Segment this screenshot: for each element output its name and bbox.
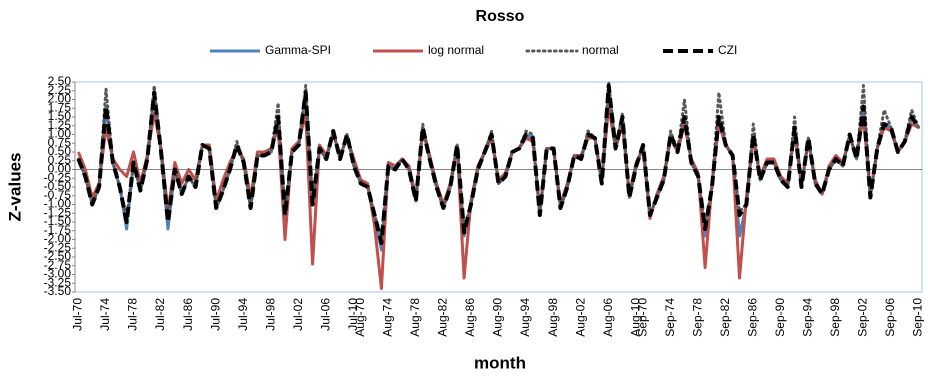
x-tick-label: Jul-86 (181, 298, 195, 331)
x-tick-label: Jul-06 (319, 298, 333, 331)
y-tick-label: -3.50 (44, 284, 72, 298)
x-tick-label: Aug-10 (628, 298, 642, 337)
y-tick-label: 0.75 (48, 135, 72, 149)
x-tick-label: Sep-74 (663, 298, 677, 337)
y-tick-label: 1.00 (48, 127, 72, 141)
x-tick-label: Sep-86 (745, 298, 759, 337)
plot-border (74, 81, 923, 293)
x-tick-label: Jul-78 (126, 298, 140, 331)
y-tick-label: -3.25 (44, 275, 72, 289)
y-tick-label: 2.00 (48, 92, 72, 106)
y-tick-label: 0.25 (48, 153, 72, 167)
y-tick-label: -3.00 (44, 267, 72, 281)
x-tick-label: Aug-70 (353, 298, 367, 337)
x-tick-label: Jul-10 (346, 298, 360, 331)
x-tick-label: Sep-82 (718, 298, 732, 337)
y-tick-label: -2.75 (44, 258, 72, 272)
y-axis-label: Z-values (5, 153, 24, 222)
x-tick-label: Jul-74 (98, 298, 112, 331)
x-tick-label: Aug-78 (408, 298, 422, 337)
y-tick-label: -0.50 (44, 179, 72, 193)
x-tick-label: Jul-82 (153, 298, 167, 331)
x-tick-label: Jul-90 (208, 298, 222, 331)
x-tick-label: Sep-94 (801, 298, 815, 337)
x-tick-label: Sep-10 (911, 298, 925, 337)
series-line (76, 83, 921, 245)
x-tick-label: Jul-70 (71, 298, 85, 331)
x-tick-label: Jul-94 (236, 298, 250, 331)
x-tick-label: Aug-82 (436, 298, 450, 337)
y-tick-label: -0.25 (44, 170, 72, 184)
y-tick-label: -2.50 (44, 249, 72, 263)
legend-label: normal (582, 43, 619, 57)
y-tick-label: -1.75 (44, 223, 72, 237)
x-tick-label: Sep-78 (690, 298, 704, 337)
chart-title: Rosso (476, 8, 525, 25)
y-tick-label: -2.00 (44, 232, 72, 246)
x-axis-label: month (474, 353, 526, 372)
x-tick-label: Aug-86 (463, 298, 477, 337)
legend-label: CZI (718, 43, 737, 57)
x-tick-label: Sep-70 (635, 298, 649, 337)
y-tick-label: -1.25 (44, 205, 72, 219)
legend-label: Gamma-SPI (265, 43, 331, 57)
y-tick-label: 0.50 (48, 144, 72, 158)
x-tick-label: Jul-02 (291, 298, 305, 331)
x-tick-label: Aug-98 (546, 298, 560, 337)
x-tick-label: Aug-02 (573, 298, 587, 337)
y-tick-label: 0.00 (48, 162, 72, 176)
y-tick-label: -0.75 (44, 188, 72, 202)
x-tick-label: Aug-90 (491, 298, 505, 337)
x-tick-label: Sep-06 (883, 298, 897, 337)
y-tick-label: 1.50 (48, 109, 72, 123)
x-tick-label: Sep-02 (856, 298, 870, 337)
x-tick-label: Aug-74 (380, 298, 394, 337)
x-tick-label: Sep-90 (773, 298, 787, 337)
x-tick-label: Aug-06 (601, 298, 615, 337)
y-tick-label: 2.25 (48, 83, 72, 97)
y-tick-label: -2.25 (44, 240, 72, 254)
y-tick-label: -1.00 (44, 197, 72, 211)
y-tick-label: -1.50 (44, 214, 72, 228)
x-tick-label: Sep-98 (828, 298, 842, 337)
legend-label: log normal (428, 43, 484, 57)
y-tick-label: 1.75 (48, 100, 72, 114)
x-tick-label: Jul-98 (263, 298, 277, 331)
x-tick-label: Aug-94 (518, 298, 532, 337)
series-line (77, 84, 920, 252)
y-tick-label: 2.50 (48, 74, 72, 88)
y-tick-label: 1.25 (48, 118, 72, 132)
